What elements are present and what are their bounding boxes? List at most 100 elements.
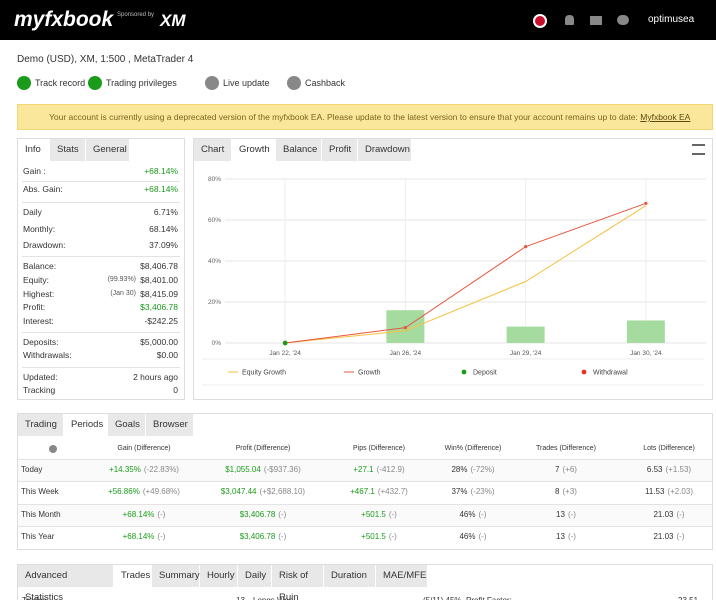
row-label: This Month (21, 510, 61, 519)
bar (626, 320, 665, 343)
info-label: Daily (23, 207, 42, 217)
cell: +68.14% (-) (74, 532, 214, 541)
info-value: $8,406.78 (140, 261, 178, 271)
tab[interactable]: Duration (324, 565, 376, 587)
settings-icon[interactable] (692, 144, 705, 155)
cell-value: +56.86% (108, 487, 140, 496)
x-tick-label: Jan 26, '24 (390, 350, 422, 357)
sponsor: Sponsored by (117, 12, 155, 18)
info-label: Monthly: (23, 224, 56, 234)
row-label: Today (21, 465, 43, 474)
cell: 21.03 (-) (599, 532, 716, 541)
badge: Trading privileges (88, 75, 177, 92)
cell: 46% (-) (403, 532, 543, 541)
tab[interactable]: Risk of Ruin (272, 565, 324, 600)
info-value: +68.14% (144, 166, 178, 176)
cell-value: 37% (451, 487, 468, 496)
cell: +501.5 (-) (309, 510, 449, 519)
cell-value: +501.5 (361, 510, 386, 519)
badge-label: Trading privileges (106, 78, 177, 88)
badge-label: Live update (223, 78, 270, 88)
badge: Track record (17, 75, 85, 92)
separator (22, 181, 180, 182)
tab[interactable]: Stats (50, 139, 86, 161)
tab[interactable]: Trades (114, 565, 152, 587)
stat-text: Trades: (22, 596, 49, 600)
tab[interactable]: Periods (64, 414, 108, 436)
cell-value: 21.03 (653, 532, 674, 541)
stat-text: Profit Factor: (466, 596, 512, 600)
tab[interactable]: Chart (194, 139, 232, 161)
tab[interactable]: Trading (18, 414, 64, 436)
cell-value: 13 (556, 510, 565, 519)
stat-text: Longs Won: (253, 596, 296, 600)
info-label: Gain : (23, 166, 46, 176)
tab[interactable]: Advanced Statistics (18, 565, 114, 600)
cell-diff: (-) (478, 532, 487, 541)
cell-diff: (-412.9) (376, 465, 405, 474)
point (282, 340, 288, 346)
cell: $3,406.78 (-) (193, 510, 333, 519)
column-header: Pips (Difference) (352, 445, 405, 452)
x-tick-label: Jan 29, '24 (510, 350, 542, 357)
cell: +14.35% (-22.83%) (74, 465, 214, 474)
column-header: Lots (Difference) (643, 445, 695, 452)
legend-swatch (581, 369, 587, 375)
info-value: 0 (173, 385, 178, 395)
cell-diff: (-72%) (470, 465, 495, 474)
cell: +501.5 (-) (309, 532, 449, 541)
row-bg (18, 460, 712, 482)
tab[interactable]: Hourly (200, 565, 238, 587)
cell-value: 8 (555, 487, 560, 496)
cell: +27.1 (-412.9) (309, 465, 449, 474)
separator (22, 202, 180, 203)
tab[interactable]: General (86, 139, 130, 161)
tab[interactable]: Daily (238, 565, 272, 587)
logo[interactable]: myfxbook (14, 8, 114, 31)
badge-icon (17, 76, 31, 90)
cell: 21.03 (-) (599, 510, 716, 519)
chat-icon[interactable] (617, 15, 629, 25)
separator (18, 459, 712, 460)
cell: 13 (-) (496, 510, 636, 519)
row-bg (18, 505, 712, 527)
legend-swatch (461, 369, 467, 375)
tab[interactable]: MAE/MFE (376, 565, 428, 587)
tab[interactable]: Balance (276, 139, 322, 161)
cell-value: 46% (459, 532, 476, 541)
tab[interactable]: Summary (152, 565, 200, 587)
cell-diff: (-) (157, 510, 166, 519)
info-icon (49, 445, 57, 453)
username[interactable]: optimusea (648, 14, 695, 25)
tab[interactable]: Info (18, 139, 50, 161)
mail-icon[interactable] (590, 16, 602, 25)
cell: 11.53 (+2.03) (599, 487, 716, 496)
separator (22, 332, 180, 333)
tab[interactable]: Drawdown (358, 139, 412, 161)
info-value: 6.71% (153, 207, 178, 217)
cell-value: $1,055.04 (225, 465, 261, 474)
badge-label: Cashback (305, 78, 346, 88)
notice-link[interactable]: Myfxbook EA (640, 112, 691, 122)
info-value: $5,000.00 (140, 337, 178, 347)
cell-diff: (-) (478, 510, 487, 519)
cell-value: $3,047.44 (220, 487, 257, 496)
info-label: Abs. Gain: (23, 184, 63, 194)
tab[interactable]: Browser (146, 414, 194, 436)
tab[interactable]: Growth (232, 139, 276, 161)
point (644, 201, 648, 205)
bell-icon[interactable] (565, 15, 574, 25)
growth-chart: 0% 20% 40% 60% 80% Jan 22, '24 Jan 26, '24 Jan … (202, 176, 706, 386)
broker[interactable]: XM (160, 11, 186, 30)
cell-value: 13 (556, 532, 565, 541)
cell-diff: (-$937.36) (263, 465, 301, 474)
tab[interactable]: Goals (108, 414, 146, 436)
info-label: Profit: (23, 302, 46, 312)
cell: +56.86% (+49.68%) (74, 487, 214, 496)
cell: 46% (-) (403, 510, 543, 519)
tab[interactable]: Profit (322, 139, 358, 161)
badge-label: Track record (35, 78, 86, 88)
info-label: Withdrawals: (23, 350, 72, 360)
flag-icon[interactable] (533, 14, 547, 28)
